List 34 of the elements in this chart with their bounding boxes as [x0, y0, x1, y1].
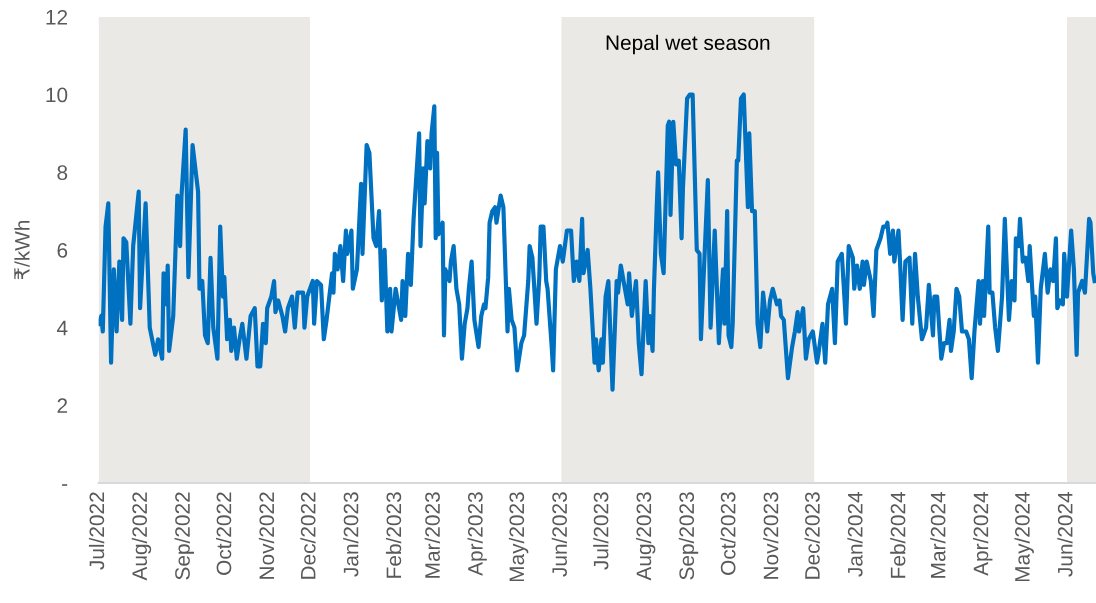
y-tick-label: 4 — [56, 320, 68, 336]
x-tick-label: Nov/2022 — [258, 492, 275, 579]
band-label: Nepal wet season — [606, 34, 770, 55]
x-tick-label: Jun/2024 — [1057, 491, 1073, 577]
y-axis-title: ₹/kWh — [14, 220, 30, 280]
x-tick-label: Jul/2022 — [88, 492, 105, 570]
x-tick-label: Jun/2023 — [551, 492, 567, 577]
x-tick-label: Dec/2022 — [300, 492, 316, 579]
y-tick-label: - — [62, 484, 68, 486]
x-tick-label: Apr/2023 — [467, 492, 487, 576]
x-tick-label: May/2024 — [1014, 491, 1034, 582]
x-tick-label: Feb/2023 — [385, 492, 402, 578]
y-tick-label: 8 — [57, 165, 68, 181]
x-tick-label: Oct/2023 — [720, 492, 736, 575]
y-tick-label: 10 — [46, 87, 68, 103]
y-tick-label: 2 — [57, 398, 68, 413]
x-tick-label: Feb/2024 — [890, 491, 906, 578]
x-tick-label: Sep/2023 — [678, 492, 699, 580]
x-tick-label: May/2023 — [508, 492, 529, 582]
x-tick-label: Apr/2024 — [973, 491, 993, 576]
y-tick-label: 6 — [57, 242, 68, 258]
x-tick-label: Nov/2023 — [763, 492, 779, 579]
x-tick-label: Jan/2024 — [847, 491, 863, 577]
x-tick-label: Sep/2022 — [174, 492, 194, 580]
x-tick-label: Jan/2023 — [343, 492, 359, 577]
line-series — [98, 92, 1096, 392]
y-tick-label: 12 — [46, 9, 68, 25]
x-tick-label: Aug/2023 — [635, 492, 656, 581]
x-tick-label: Jul/2023 — [593, 492, 609, 570]
x-tick-label: Oct/2022 — [216, 492, 232, 575]
x-tick-label: Mar/2023 — [424, 492, 440, 578]
x-tick-label: Aug/2022 — [131, 492, 152, 581]
x-tick-label: Dec/2023 — [804, 492, 820, 579]
x-tick-label: Mar/2024 — [930, 491, 946, 578]
